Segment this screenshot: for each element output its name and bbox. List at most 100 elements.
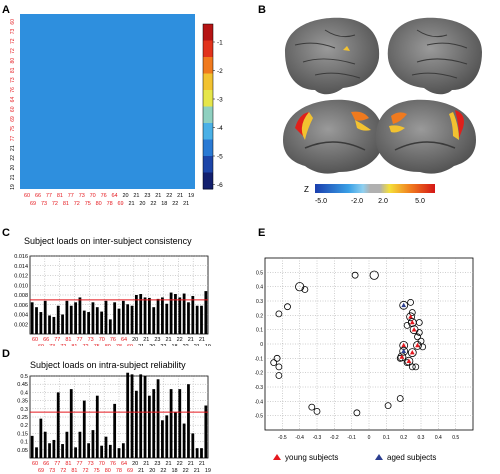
scatter-point	[396, 395, 404, 402]
x-tick-label: 64	[121, 337, 127, 343]
matrix-background	[20, 14, 195, 189]
brain-left-medial	[283, 99, 384, 174]
bar	[117, 308, 121, 334]
plot-frame	[29, 375, 209, 459]
bar	[39, 418, 43, 458]
x-tick-label: 21	[199, 461, 205, 467]
y-tick-label: 0.014	[14, 264, 28, 270]
x-tick-label: 69	[127, 468, 133, 474]
bar	[143, 297, 147, 334]
scatter-point	[275, 310, 283, 318]
z-tick-4: 5.0	[415, 198, 425, 205]
x-tick-label: -0.4	[295, 435, 304, 441]
y-tick-label: 0.004	[14, 313, 28, 319]
x-tick-label: 72	[83, 468, 89, 474]
bar	[195, 305, 199, 334]
matrix-col-label: 21	[177, 193, 183, 199]
x-tick-label: -0.5	[278, 435, 287, 441]
bar	[130, 305, 134, 334]
x-tick-label: 78	[116, 468, 122, 474]
x-tick-label: 69	[127, 344, 133, 346]
brain-left-lateral	[285, 17, 380, 95]
matrix-row-label: 75	[10, 126, 16, 132]
bar	[165, 303, 169, 334]
x-tick-label: 18	[172, 344, 178, 346]
bar	[191, 433, 195, 458]
bar	[61, 314, 64, 334]
bar	[78, 297, 82, 334]
bar	[69, 305, 73, 334]
x-tick-label: 60	[32, 337, 38, 343]
x-tick-label: 22	[160, 344, 166, 346]
bar	[65, 431, 69, 458]
x-tick-label: 73	[49, 344, 55, 346]
matrix-colorbar-label: -1	[217, 40, 223, 47]
bar	[78, 431, 82, 458]
matrix-colorbar-segment	[203, 73, 213, 91]
scatter-point	[284, 303, 291, 311]
x-tick-label: 64	[121, 461, 127, 467]
bar	[165, 415, 169, 458]
matrix-row-label: 76	[10, 87, 16, 93]
scatter-point	[301, 286, 309, 293]
bar	[87, 312, 90, 334]
y-tick-label: 0.3	[20, 407, 28, 413]
y-tick-label: 0.002	[14, 322, 28, 328]
brain-right-lateral	[387, 17, 482, 95]
scatter-point	[408, 309, 416, 316]
x-tick-label: 66	[43, 461, 49, 467]
matrix-colorbar-frame	[202, 23, 214, 190]
bar	[35, 307, 38, 334]
y-tick-label: 0.012	[14, 274, 28, 280]
bar	[126, 372, 130, 458]
x-tick-label: 21	[138, 468, 144, 474]
matrix-row-label: 60	[10, 106, 16, 112]
aged-subject-point	[401, 348, 407, 353]
bar	[169, 292, 173, 334]
x-tick-label: 81	[71, 344, 77, 346]
bar	[95, 395, 99, 458]
matrix-row-label: 80	[10, 58, 16, 64]
y-tick-label: 0.15	[17, 431, 28, 437]
bar	[30, 302, 34, 334]
matrix-col-label: 19	[188, 193, 194, 199]
bar	[61, 444, 64, 458]
bar	[43, 300, 47, 334]
matrix-row-label: 81	[10, 67, 16, 73]
bar	[69, 389, 73, 458]
matrix-colorbar-segment	[203, 123, 213, 140]
matrix-colorbar-label: -6	[217, 182, 223, 189]
x-tick-label: 18	[172, 468, 178, 474]
bar	[178, 297, 182, 334]
matrix-colorbar-segment	[203, 156, 213, 173]
y-tick-label: -0.2	[255, 371, 263, 377]
young-subject-point-ring	[409, 325, 419, 335]
matrix-col-label: 21	[128, 201, 134, 207]
bar	[74, 447, 77, 458]
x-tick-label: 81	[65, 461, 71, 467]
bar	[108, 319, 112, 335]
matrix-row-label: 73	[10, 29, 16, 35]
scatter-point	[275, 372, 283, 379]
bar	[100, 445, 104, 458]
bar	[161, 297, 164, 334]
bar	[113, 403, 117, 458]
matrix-col-label: 21	[155, 193, 161, 199]
bar	[48, 315, 51, 334]
bar	[200, 448, 203, 458]
matrix-col-label: 73	[79, 193, 85, 199]
y-tick-label: 0.1	[256, 328, 263, 334]
x-tick-label: 69	[38, 468, 44, 474]
young-subject-point-ring	[413, 341, 422, 350]
x-tick-label: 20	[149, 468, 155, 474]
x-tick-label: 0	[368, 435, 371, 441]
x-tick-label: 73	[49, 468, 55, 474]
bar	[82, 310, 86, 334]
young-subject-point-ring	[407, 348, 417, 357]
x-tick-label: 77	[77, 337, 83, 343]
scatter-point	[407, 299, 415, 306]
young-subject-point	[409, 319, 415, 325]
matrix-colorbar-label: -4	[217, 125, 223, 132]
x-tick-label: 72	[83, 344, 89, 346]
bar	[139, 294, 143, 334]
